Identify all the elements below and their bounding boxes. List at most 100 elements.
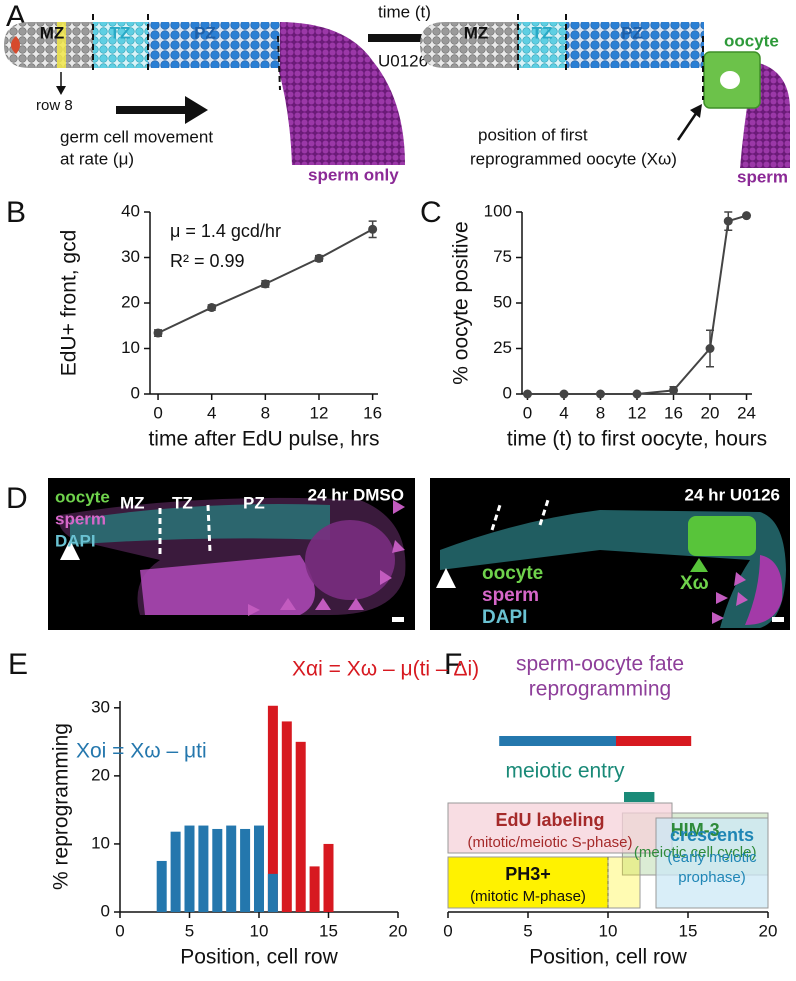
y-tick-label: 25 <box>493 338 512 357</box>
box-subtitle: (mitotic/meiotic S-phase) <box>467 834 632 851</box>
data-line <box>527 214 747 395</box>
bar <box>156 860 167 912</box>
stain-label: sperm <box>55 509 106 528</box>
y-tick-label: 0 <box>101 901 110 920</box>
bar <box>309 866 320 912</box>
bar-label: sperm-oocyte fate <box>516 653 684 676</box>
x-tick-label: 8 <box>596 403 605 422</box>
box-title: crescents <box>670 825 754 845</box>
range-bar <box>616 736 692 746</box>
stain-label: oocyte <box>55 487 110 506</box>
end-label: sperm <box>737 167 788 186</box>
data-point <box>669 385 679 395</box>
bar <box>323 843 334 912</box>
box-title: PH3+ <box>505 864 551 884</box>
marker-label: Xω <box>680 573 709 594</box>
gonad-diagram-right <box>420 14 790 168</box>
x-axis-label: time (t) to first oocyte, hours <box>507 428 767 451</box>
charts: 0 4 8 12 16 time after EdU pulse, hrs 0 10 20 30 4… <box>50 201 778 968</box>
y-tick-label: 40 <box>121 201 140 220</box>
stain-label: DAPI <box>482 607 527 628</box>
y-tick-label: 30 <box>121 247 140 266</box>
box-subtitle: (early meiotic <box>667 849 757 866</box>
x-tick-label: 0 <box>443 921 452 940</box>
stain-label: DAPI <box>55 531 96 550</box>
y-tick-label: 0 <box>131 383 140 402</box>
data-point <box>705 344 715 353</box>
y-tick-label: 20 <box>91 765 110 784</box>
y-tick-label: 20 <box>121 292 140 311</box>
bar <box>212 828 223 912</box>
data-point <box>559 389 569 399</box>
annotation: germ cell movement <box>60 127 213 146</box>
range-box <box>655 817 769 909</box>
stain-label: sperm <box>482 585 539 606</box>
row-label: row 8 <box>36 97 73 114</box>
data-point <box>522 389 532 399</box>
y-tick-label: 10 <box>121 338 140 357</box>
x-tick-label: 24 <box>737 403 756 422</box>
data-point <box>368 224 378 234</box>
panel-label: D <box>6 482 28 515</box>
x-tick-label: 16 <box>363 403 382 422</box>
zone-label: TZ <box>172 493 193 512</box>
data-point <box>632 389 642 399</box>
legend-label: Xαi = Xω – μ(ti – Δi) <box>292 658 479 681</box>
panel-label: E <box>8 648 28 681</box>
panel-label: F <box>444 648 462 681</box>
x-tick-label: 0 <box>523 403 532 422</box>
box-subtitle: prophase) <box>678 869 746 886</box>
range-box <box>447 802 673 854</box>
zone-label: PZ <box>621 23 643 42</box>
data-point <box>723 216 733 226</box>
x-tick-label: 10 <box>250 921 269 940</box>
x-tick-label: 12 <box>310 403 329 422</box>
panel-label: C <box>420 196 442 229</box>
data-point <box>595 389 605 399</box>
bar <box>267 705 278 912</box>
zone-label: TZ <box>110 23 131 42</box>
stain-label: oocyte <box>482 563 543 584</box>
y-tick-label: 0 <box>503 383 512 402</box>
y-tick-label: 50 <box>493 292 512 311</box>
y-tick-label: 100 <box>484 201 512 220</box>
annotation: at rate (μ) <box>60 149 134 168</box>
box-title: EdU labeling <box>495 810 604 830</box>
annotation: time (t) <box>378 2 431 21</box>
image-title: 24 hr DMSO <box>308 485 404 504</box>
x-axis-label: Position, cell row <box>529 946 687 969</box>
x-tick-label: 20 <box>389 921 408 940</box>
x-tick-label: 4 <box>559 403 568 422</box>
zone-label: PZ <box>243 493 265 512</box>
annotation: μ = 1.4 gcd/hr <box>170 221 281 241</box>
data-point <box>314 253 324 263</box>
x-tick-label: 16 <box>664 403 683 422</box>
x-axis-label: time after EdU pulse, hrs <box>148 428 379 451</box>
box-subtitle: (meiotic cell cycle) <box>634 844 757 861</box>
bar-label: meiotic entry <box>505 760 625 783</box>
zone-label: MZ <box>120 493 145 512</box>
x-tick-label: 15 <box>319 921 338 940</box>
annotation: position of first <box>478 125 588 144</box>
bar <box>226 825 237 912</box>
y-axis-label: % oocyte positive <box>450 221 473 384</box>
panel-label: B <box>6 196 26 229</box>
box-subtitle: (mitotic M-phase) <box>470 888 586 905</box>
bar <box>198 825 209 912</box>
x-tick-label: 0 <box>115 921 124 940</box>
data-point <box>153 328 163 338</box>
bar <box>240 828 251 912</box>
range-bar <box>624 792 655 802</box>
y-tick-label: 30 <box>91 697 110 716</box>
bar <box>170 831 181 912</box>
data-point <box>742 211 752 221</box>
x-tick-label: 20 <box>701 403 720 422</box>
micrograph-right <box>430 478 790 630</box>
range-bar <box>499 736 616 746</box>
x-tick-label: 15 <box>679 921 698 940</box>
x-tick-label: 10 <box>599 921 618 940</box>
zone-label: PZ <box>194 23 216 42</box>
end-label: sperm only <box>308 165 399 184</box>
legend-label: Xοi = Xω – μti <box>76 740 207 763</box>
